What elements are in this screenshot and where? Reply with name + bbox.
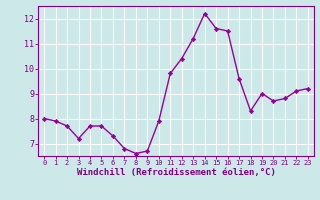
X-axis label: Windchill (Refroidissement éolien,°C): Windchill (Refroidissement éolien,°C): [76, 168, 276, 177]
